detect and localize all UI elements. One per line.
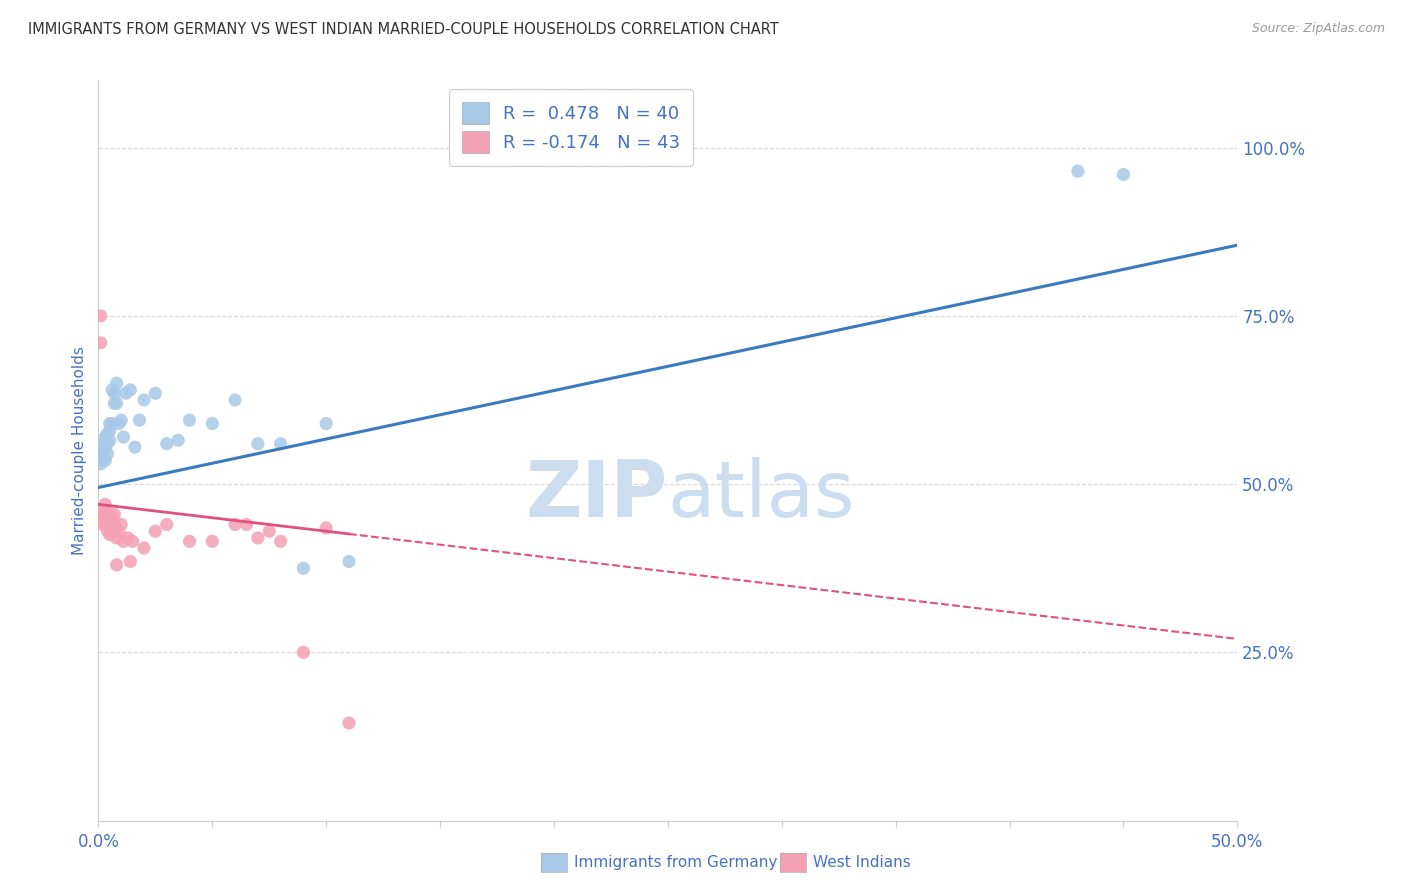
Point bbox=[98, 434, 121, 448]
Point bbox=[108, 524, 131, 539]
Point bbox=[101, 524, 124, 539]
Text: Immigrants from Germany: Immigrants from Germany bbox=[574, 855, 778, 870]
Point bbox=[315, 521, 337, 535]
Point bbox=[91, 514, 114, 528]
Point bbox=[103, 386, 125, 401]
Point bbox=[91, 517, 114, 532]
Point bbox=[110, 413, 132, 427]
Point bbox=[124, 440, 146, 454]
Point bbox=[96, 426, 118, 441]
Point bbox=[337, 716, 360, 731]
Point bbox=[90, 335, 112, 350]
Point bbox=[91, 504, 114, 518]
Point bbox=[94, 453, 117, 467]
Point bbox=[101, 417, 124, 431]
Point bbox=[96, 514, 118, 528]
Point bbox=[120, 555, 142, 569]
Point bbox=[98, 417, 121, 431]
Point bbox=[120, 383, 142, 397]
Point bbox=[259, 524, 281, 539]
Point bbox=[103, 517, 125, 532]
Point bbox=[101, 383, 124, 397]
Point bbox=[108, 417, 131, 431]
Legend: R =  0.478   N = 40, R = -0.174   N = 43: R = 0.478 N = 40, R = -0.174 N = 43 bbox=[449, 89, 693, 166]
Point bbox=[98, 527, 121, 541]
Point bbox=[105, 396, 128, 410]
Point bbox=[337, 555, 360, 569]
Point bbox=[90, 457, 112, 471]
Text: IMMIGRANTS FROM GERMANY VS WEST INDIAN MARRIED-COUPLE HOUSEHOLDS CORRELATION CHA: IMMIGRANTS FROM GERMANY VS WEST INDIAN M… bbox=[28, 22, 779, 37]
Point bbox=[167, 434, 190, 448]
Point bbox=[179, 534, 201, 549]
Point bbox=[105, 376, 128, 391]
Point bbox=[91, 450, 114, 465]
Point bbox=[94, 497, 117, 511]
Point bbox=[101, 517, 124, 532]
Point bbox=[201, 417, 224, 431]
Text: atlas: atlas bbox=[668, 457, 855, 533]
Point bbox=[145, 386, 167, 401]
Point bbox=[105, 558, 128, 572]
Point bbox=[96, 504, 118, 518]
Point bbox=[91, 436, 114, 450]
Point bbox=[145, 524, 167, 539]
Point bbox=[103, 396, 125, 410]
Point bbox=[94, 504, 117, 518]
Point bbox=[103, 508, 125, 522]
Point bbox=[121, 534, 143, 549]
Point bbox=[94, 514, 117, 528]
Text: ZIP: ZIP bbox=[526, 457, 668, 533]
Point bbox=[110, 517, 132, 532]
Point bbox=[96, 436, 118, 450]
Point bbox=[246, 531, 269, 545]
Point bbox=[94, 430, 117, 444]
Point bbox=[98, 514, 121, 528]
Point bbox=[114, 386, 136, 401]
Point bbox=[132, 392, 155, 407]
Point bbox=[96, 524, 118, 539]
Point bbox=[179, 413, 201, 427]
Point bbox=[235, 517, 257, 532]
Point bbox=[112, 430, 135, 444]
Point bbox=[98, 517, 121, 532]
Point bbox=[270, 534, 292, 549]
Point bbox=[105, 531, 128, 545]
Point bbox=[270, 436, 292, 450]
Text: West Indians: West Indians bbox=[813, 855, 911, 870]
Point bbox=[117, 531, 139, 545]
Point bbox=[224, 392, 246, 407]
Point bbox=[96, 447, 118, 461]
Text: Source: ZipAtlas.com: Source: ZipAtlas.com bbox=[1251, 22, 1385, 36]
Point bbox=[112, 534, 135, 549]
Point bbox=[90, 508, 112, 522]
Point bbox=[94, 440, 117, 454]
Point bbox=[201, 534, 224, 549]
Point bbox=[98, 423, 121, 437]
Point bbox=[1067, 164, 1090, 178]
Point bbox=[101, 510, 124, 524]
Y-axis label: Married-couple Households: Married-couple Households bbox=[72, 346, 87, 555]
Point bbox=[292, 561, 315, 575]
Point bbox=[128, 413, 150, 427]
Point bbox=[224, 517, 246, 532]
Point bbox=[1112, 168, 1135, 182]
Point bbox=[90, 309, 112, 323]
Point bbox=[94, 508, 117, 522]
Point bbox=[315, 417, 337, 431]
Point bbox=[156, 517, 179, 532]
Point bbox=[246, 436, 269, 450]
Point bbox=[156, 436, 179, 450]
Point bbox=[292, 645, 315, 659]
Point bbox=[98, 508, 121, 522]
Point bbox=[90, 443, 112, 458]
Point bbox=[132, 541, 155, 555]
